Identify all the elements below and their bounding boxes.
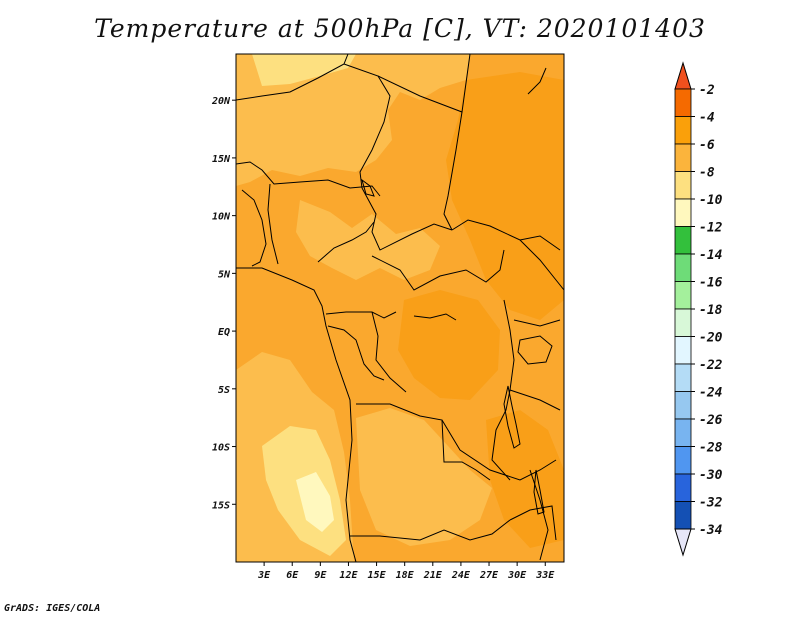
colorbar-label: -20 (699, 331, 723, 346)
colorbar-label: -28 (699, 441, 723, 456)
border-niger-south (236, 161, 381, 197)
border-uganda (513, 319, 561, 327)
lat-tick-label: 15N (212, 154, 231, 165)
border-zambia (441, 419, 557, 481)
border-drc-south (356, 403, 491, 481)
colorbar-bin (674, 363, 692, 392)
lake-malawi (533, 469, 545, 515)
field-light-north (236, 54, 470, 186)
lon-tick-label: 6E (286, 570, 299, 581)
field-pale-sahara (252, 54, 356, 86)
colorbar-label: -24 (699, 386, 723, 401)
field-light-central (296, 200, 440, 280)
border-ethiopia (519, 239, 564, 291)
colorbar-label: -34 (699, 523, 723, 538)
colorbar-bin (674, 501, 692, 530)
colorbar-label: -22 (699, 358, 723, 373)
lat-tick-label: 10N (212, 212, 231, 223)
colorbar-bin (674, 143, 692, 172)
colorbar-label: -12 (699, 221, 723, 236)
field-palest-angola (296, 472, 334, 532)
lon-tick-label: 3E (257, 570, 271, 581)
colorbar-bin (674, 473, 692, 502)
lon-tick-label: 18E (396, 570, 415, 581)
lat-tick-label: 5N (218, 269, 231, 280)
congo-river (413, 313, 457, 321)
colorbar-bottom-arrow (674, 528, 692, 557)
lat-tick-label: 15S (212, 500, 230, 511)
colorbar-bin (674, 226, 692, 255)
lat-tick-label: 20N (211, 96, 231, 107)
field-dark-east (446, 72, 564, 320)
colorbar: -2 -4 -6 -8 -10 -12 -14 -16 -18 -20 -22 -24 -26 -28 -3… (674, 61, 723, 557)
colorbar-bin (674, 418, 692, 447)
colorbar-bin (674, 391, 692, 420)
colorbar-bin (674, 171, 692, 200)
lon-tick-label: 12E (339, 570, 358, 581)
border-car (371, 249, 505, 291)
border-drc-east (491, 299, 515, 481)
border-mozambique (509, 505, 557, 541)
colorbar-bin (674, 198, 692, 227)
field-dark-southeast (486, 410, 564, 548)
colorbar-label: -18 (699, 303, 723, 318)
lat-tick-label: 10S (212, 443, 230, 454)
colorbar-label: -8 (699, 166, 715, 181)
colorbar-bin (674, 116, 692, 145)
colorbar-bin (674, 446, 692, 475)
lon-tick-label: 15E (368, 570, 387, 581)
lake-victoria (517, 335, 553, 365)
border-congo (371, 311, 407, 393)
border-chad-sudan (443, 111, 463, 231)
lat-tick-label: EQ (218, 327, 230, 338)
border-chad-south (361, 187, 453, 251)
latitude-axis: 20N 15N 10N 5N EQ 5S 10S 15S (211, 96, 236, 511)
map-title: Temperature at 500hPa [C], VT: 202010140… (94, 14, 706, 43)
border-sudan-east (451, 219, 561, 251)
colorbar-label: -16 (699, 276, 723, 291)
colorbar-bin (674, 308, 692, 337)
colorbar-label: -32 (699, 496, 723, 511)
colorbar-bin (674, 336, 692, 365)
colorbar-bin (674, 253, 692, 282)
lake-tanganyika (503, 385, 521, 449)
border-gabon (327, 325, 385, 381)
lat-tick-label: 5S (218, 385, 230, 396)
colorbar-label: -4 (699, 111, 715, 126)
lon-tick-label: 30E (507, 570, 527, 581)
colorbar-bin (674, 88, 692, 117)
map-frame (235, 53, 565, 563)
country-borders (236, 54, 564, 562)
coast-red-sea (527, 67, 547, 95)
longitude-axis: 3E 6E 9E 12E 15E 18E 21E 24E 27E 30E 33E (257, 562, 555, 581)
border-angola-namibia (350, 519, 511, 541)
temperature-field (236, 54, 564, 562)
colorbar-label: -10 (699, 193, 723, 208)
border-tanzania (509, 389, 561, 411)
border-nigeria-cameroon (317, 221, 375, 263)
lon-tick-label: 27E (479, 570, 499, 581)
colorbar-top-arrow (674, 61, 692, 90)
border-benin (267, 183, 279, 265)
lon-tick-label: 24E (451, 570, 471, 581)
border-mali-niger (236, 54, 349, 101)
lon-tick-label: 33E (535, 570, 555, 581)
border-west-small (241, 189, 267, 267)
colorbar-label: -14 (699, 248, 723, 263)
lon-tick-label: 9E (314, 570, 327, 581)
lake-chad (361, 178, 375, 197)
lon-tick-label: 21E (423, 570, 443, 581)
colorbar-bin (674, 281, 692, 310)
field-light-southcentral (356, 408, 492, 546)
colorbar-label: -30 (699, 468, 723, 483)
colorbar-label: -6 (699, 138, 715, 153)
coastline-west (236, 267, 357, 562)
colorbar-label: -26 (699, 413, 723, 428)
grads-credit: GrADS: IGES/COLA (4, 603, 101, 614)
colorbar-label: -2 (699, 83, 715, 98)
border-libya-chad (377, 54, 471, 113)
